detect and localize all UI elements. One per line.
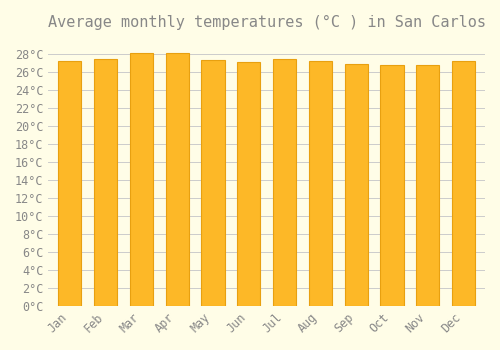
Bar [308, 61, 332, 306]
Bar [58, 61, 82, 306]
Bar [237, 62, 260, 306]
Bar [344, 64, 368, 306]
Bar [452, 61, 475, 306]
Bar [416, 65, 440, 306]
Bar [166, 54, 189, 306]
Bar [94, 59, 118, 306]
Bar [202, 60, 224, 306]
Bar [130, 54, 153, 306]
Bar [273, 59, 296, 306]
Title: Average monthly temperatures (°C ) in San Carlos: Average monthly temperatures (°C ) in Sa… [48, 15, 486, 30]
Bar [380, 65, 404, 306]
